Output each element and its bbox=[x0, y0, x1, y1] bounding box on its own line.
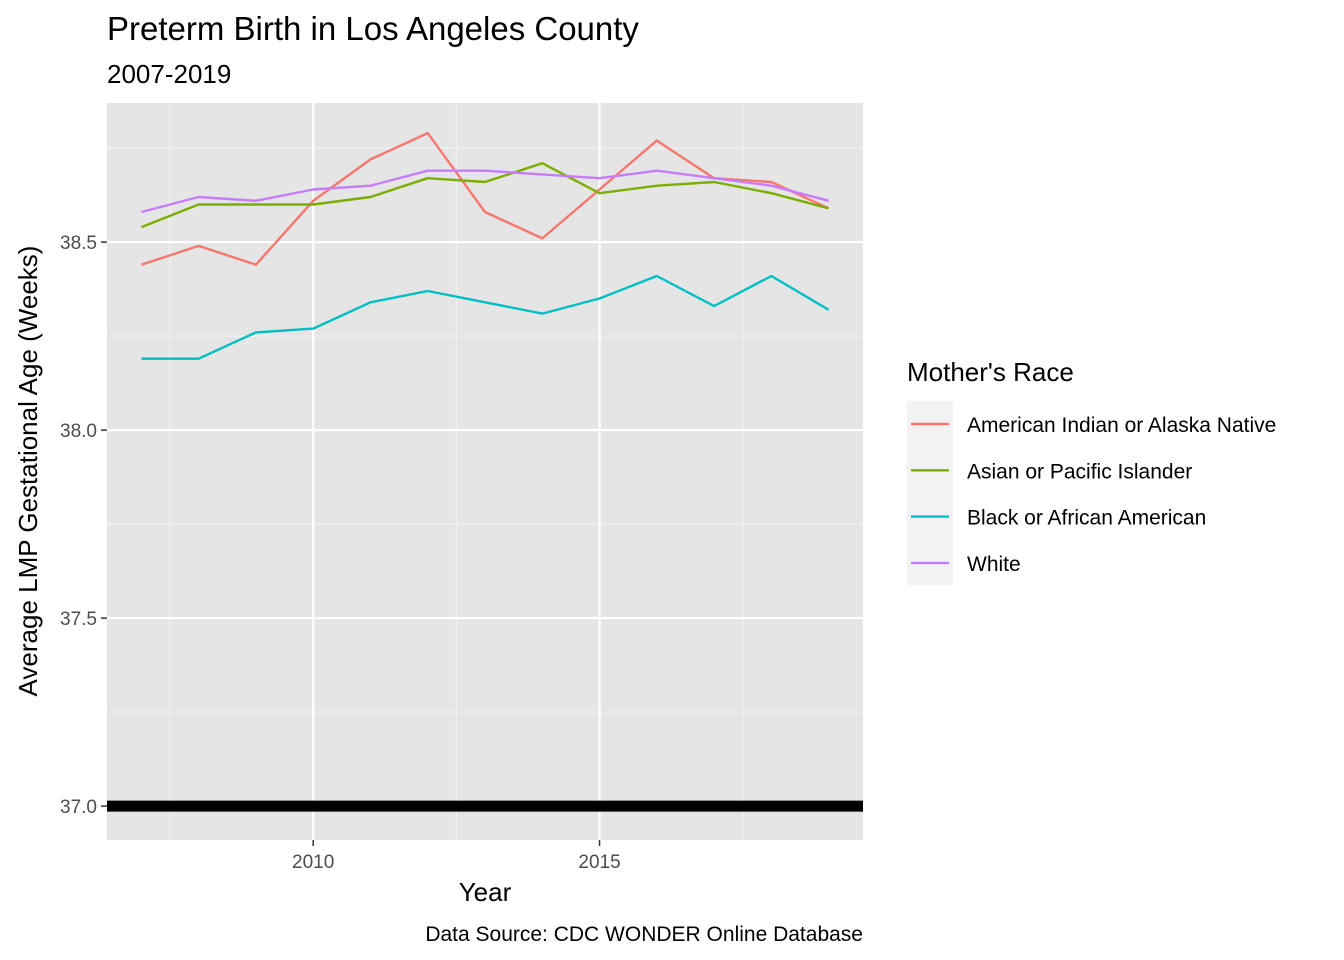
series-line-2 bbox=[141, 274, 830, 360]
x-axis: 2010 2015 bbox=[292, 840, 621, 873]
x-tick-label: 2015 bbox=[578, 852, 620, 873]
legend-title: Mother's Race bbox=[907, 357, 1074, 387]
y-tick-label: 38.5 bbox=[60, 233, 97, 254]
y-tick-label: 37.0 bbox=[60, 797, 97, 818]
series-lines bbox=[140, 131, 830, 360]
chart-subtitle: 2007-2019 bbox=[107, 59, 231, 89]
legend-label: White bbox=[967, 553, 1021, 576]
y-tick-label: 38.0 bbox=[60, 421, 97, 442]
x-axis-title: Year bbox=[459, 877, 512, 907]
x-tick-label: 2010 bbox=[292, 852, 334, 873]
legend-label: American Indian or Alaska Native bbox=[967, 414, 1276, 437]
y-axis-title: Average LMP Gestational Age (Weeks) bbox=[13, 246, 43, 697]
legend-items: American Indian or Alaska Native Asian or… bbox=[911, 414, 1276, 576]
chart-caption: Data Source: CDC WONDER Online Database bbox=[425, 923, 863, 946]
series-line-1 bbox=[140, 161, 829, 229]
series-line-3 bbox=[141, 169, 829, 214]
legend-key-background bbox=[907, 401, 953, 585]
y-axis: 37.0 37.5 38.0 38.5 bbox=[60, 233, 107, 818]
chart-title: Preterm Birth in Los Angeles County bbox=[107, 10, 639, 47]
plot-panel bbox=[107, 103, 863, 840]
legend-label: Asian or Pacific Islander bbox=[967, 460, 1192, 483]
legend-label: Black or African American bbox=[967, 507, 1206, 530]
legend: Mother's Race American Indian or Alaska … bbox=[907, 357, 1276, 585]
y-tick-label: 37.5 bbox=[60, 609, 97, 630]
